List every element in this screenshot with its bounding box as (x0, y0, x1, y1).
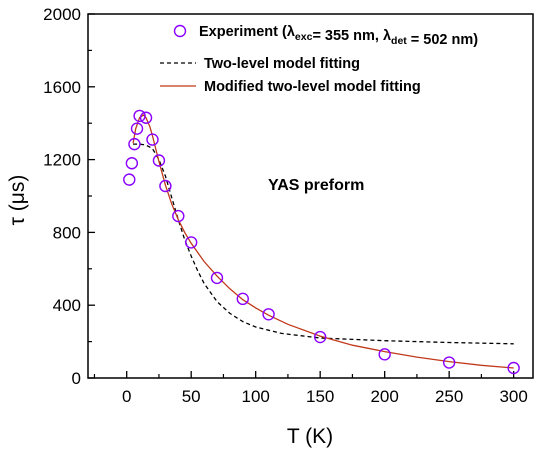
experiment-point (236, 292, 249, 306)
experiment-point (210, 271, 224, 285)
experiment-point (130, 122, 144, 135)
experiment-point (133, 109, 146, 123)
y-tick-label: 1200 (43, 151, 81, 170)
legend-marker-experiment (173, 24, 187, 38)
annotation-yas-preform: YAS preform (268, 177, 364, 194)
plot-frame (87, 13, 534, 379)
x-axis-title: T (K) (287, 425, 333, 448)
x-tick-label: 250 (435, 387, 463, 406)
y-tick-label: 0 (72, 369, 81, 388)
y-tick-label: 800 (53, 223, 81, 242)
x-tick-label: 0 (122, 387, 131, 406)
experiment-point (123, 173, 136, 186)
experiment-point (507, 361, 520, 375)
legend-label-two-level: Two-level model fitting (204, 56, 360, 72)
legend-label-experiment: Experiment (λexc= 355 nm, λdet = 502 nm) (199, 24, 478, 48)
experiment-point (313, 330, 327, 344)
experiment-point (159, 179, 172, 193)
x-tick-label: 300 (499, 387, 527, 406)
y-tick-label: 2000 (43, 5, 81, 24)
series-lines (132, 114, 514, 369)
two-level-fit-line (133, 143, 514, 345)
x-tick-label: 150 (306, 387, 334, 406)
legend: Experiment (λexc= 355 nm, λdet = 502 nm)… (160, 24, 478, 95)
experiment-point (442, 356, 456, 369)
y-tick-label: 1600 (43, 78, 81, 97)
experiment-point (262, 308, 275, 321)
experiment-point (172, 209, 185, 223)
experiment-point (128, 137, 141, 151)
experiment-point (184, 236, 198, 249)
x-tick-label: 100 (241, 387, 269, 406)
y-axis-title: τ (μs) (6, 175, 29, 226)
x-tick-label: 200 (370, 387, 398, 406)
experiment-point (125, 157, 139, 170)
series-markers (123, 109, 520, 375)
y-tick-label: 400 (53, 296, 81, 315)
x-tick-label: 50 (182, 387, 201, 406)
experiment-point (378, 348, 391, 361)
experiment-point (152, 154, 166, 167)
experiment-point (139, 111, 153, 124)
legend-label-modified: Modified two-level model fitting (204, 79, 421, 95)
tick-labels: 0 50 100 150 200 250 300 0 400 800 1200 1600 2000 (43, 5, 528, 406)
experiment-point (146, 133, 159, 146)
modified-fit-line (132, 114, 514, 369)
